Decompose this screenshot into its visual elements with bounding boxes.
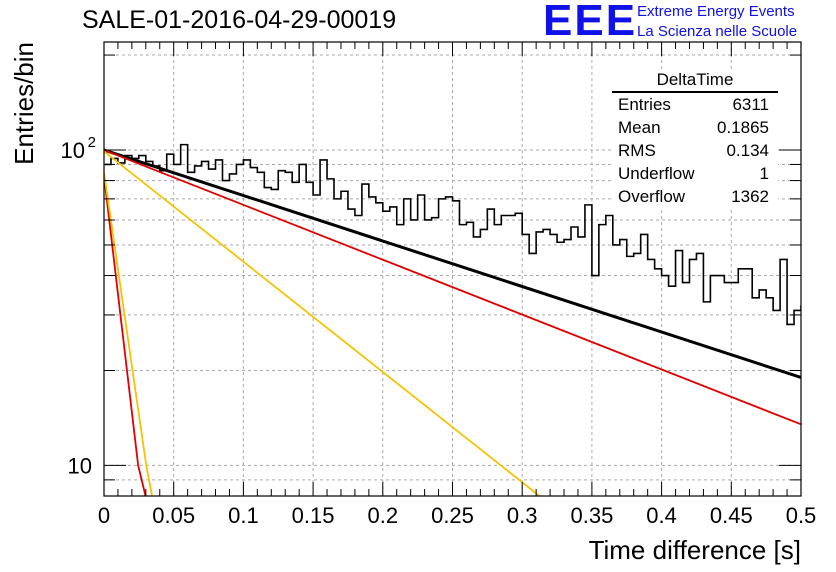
stats-row-underflow: Underflow 1	[612, 162, 778, 185]
logo-line-1: Extreme Energy Events	[637, 3, 795, 20]
stats-label: Mean	[618, 118, 661, 137]
y-tick-label: 10	[61, 138, 85, 163]
x-tick-label: 0	[98, 503, 110, 528]
stats-row-mean: Mean 0.1865	[612, 116, 778, 139]
stats-title: DeltaTime	[612, 70, 778, 93]
histogram-series	[104, 143, 801, 326]
fit-curve-red	[104, 175, 147, 496]
x-tick-label: 0.1	[228, 503, 259, 528]
fit-curve-yellow	[104, 150, 541, 496]
x-tick-label: 0.45	[710, 503, 753, 528]
x-tick-label: 0.4	[646, 503, 677, 528]
axis-labels: 0 0.05 0.1 0.15 0.2 0.25 0.3 0.35 0.4 0.45 0.51010…	[9, 42, 816, 565]
x-axis-label: Time difference [s]	[589, 535, 801, 565]
fit-curve-black	[104, 148, 801, 379]
fit-curve-yellow	[104, 172, 153, 496]
stats-label: Entries	[618, 95, 671, 114]
stats-value: 0.134	[726, 141, 769, 160]
stats-label: Overflow	[618, 187, 686, 206]
y-tick-exponent: 2	[88, 134, 96, 151]
x-tick-label: 0.5	[786, 503, 817, 528]
plot-border	[103, 41, 802, 497]
x-tick-label: 0.3	[507, 503, 538, 528]
logo-line-2: La Scienza nelle Scuole	[637, 23, 798, 40]
stats-row-overflow: Overflow 1362	[612, 185, 778, 208]
stats-label: Underflow	[618, 164, 695, 183]
stats-value: 0.1865	[717, 118, 769, 137]
grid	[104, 42, 801, 497]
plot-curves	[104, 143, 801, 496]
fit-curve-red	[104, 149, 801, 426]
stats-label: RMS	[618, 141, 656, 160]
run-title: SALE-01-2016-04-29-00019	[82, 6, 397, 34]
stats-box: DeltaTime Entries 6311 Mean 0.1865 RMS 0…	[612, 70, 778, 208]
y-axis-label: Entries/bin	[9, 42, 39, 165]
y-tick-label: 10	[68, 453, 92, 478]
stats-row-entries: Entries 6311	[612, 93, 778, 116]
stats-row-rms: RMS 0.134	[612, 139, 778, 162]
x-tick-label: 0.2	[368, 503, 399, 528]
stats-value: 1362	[731, 187, 769, 206]
x-tick-label: 0.25	[431, 503, 474, 528]
eee-logo: EEE	[543, 0, 638, 45]
stats-value: 1	[759, 164, 769, 183]
x-tick-label: 0.35	[570, 503, 613, 528]
stats-value: 6311	[732, 95, 769, 114]
x-tick-label: 0.05	[152, 503, 195, 528]
x-tick-label: 0.15	[292, 503, 335, 528]
plot-frame	[103, 41, 802, 497]
